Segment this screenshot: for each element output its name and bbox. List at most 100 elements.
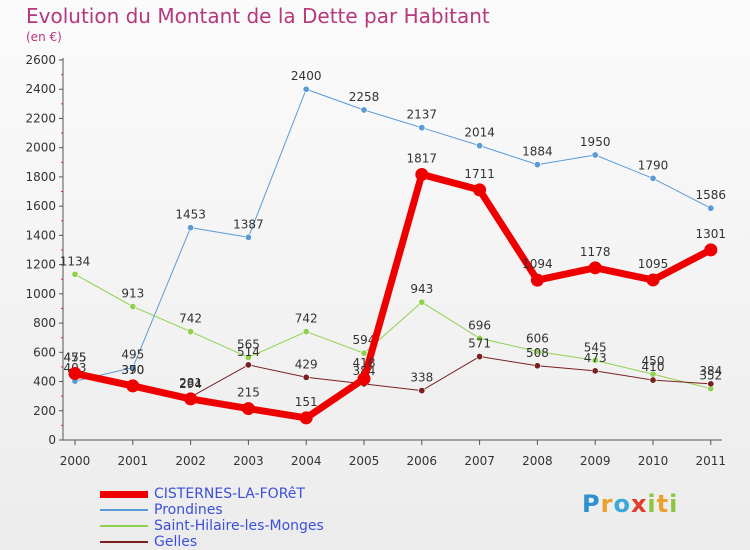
data-point-gelles: [302, 373, 310, 381]
data-point-cisternes-la-for-t: [588, 261, 602, 275]
data-label-saint-hilaire-les-monges: 943: [410, 282, 433, 296]
data-label-cisternes-la-for-t: 418: [353, 356, 376, 370]
x-tick-label: 2004: [291, 454, 322, 468]
legend-item: Gelles: [100, 534, 324, 550]
x-tick-label: 2000: [60, 454, 91, 468]
data-label-saint-hilaire-les-monges: 565: [237, 337, 260, 351]
x-tick-label: 2008: [522, 454, 553, 468]
data-label-saint-hilaire-les-monges: 352: [699, 369, 722, 383]
y-tick-label: 1200: [25, 258, 56, 272]
series-line-saint-hilaire-les-monges: [74, 273, 712, 390]
data-label-saint-hilaire-les-monges: 742: [295, 312, 318, 326]
data-point-cisternes-la-for-t: [241, 402, 255, 416]
x-tick-label: 2009: [580, 454, 611, 468]
data-label-cisternes-la-for-t: 215: [237, 386, 260, 400]
data-point-saint-hilaire-les-monges: [71, 270, 79, 278]
data-label-saint-hilaire-les-monges: 742: [179, 312, 202, 326]
y-tick-label: 600: [33, 345, 56, 359]
data-point-gelles: [244, 361, 252, 369]
legend-item: CISTERNES-LA-FORêT: [100, 486, 324, 502]
series-line-prondines: [74, 88, 712, 382]
data-point-cisternes-la-for-t: [704, 243, 718, 257]
data-point-saint-hilaire-les-monges: [418, 298, 426, 306]
data-label-saint-hilaire-les-monges: 606: [526, 331, 549, 345]
data-point-gelles: [533, 362, 541, 370]
x-tick-label: 2005: [349, 454, 380, 468]
legend-swatch: [100, 525, 148, 527]
data-point-prondines: [129, 364, 137, 372]
data-label-prondines: 1790: [638, 158, 669, 172]
legend: CISTERNES-LA-FORêT Prondines Saint-Hilaire…: [100, 486, 324, 550]
chart-title: Evolution du Montant de la Dette par Hab…: [26, 4, 490, 28]
legend-label: Prondines: [154, 502, 223, 518]
data-label-gelles: 514: [237, 345, 260, 359]
data-label-cisternes-la-for-t: 370: [121, 363, 144, 377]
data-point-cisternes-la-for-t: [415, 167, 429, 181]
unit-label: (en €): [26, 30, 62, 44]
data-point-gelles: [476, 353, 484, 361]
y-tick-label: 200: [33, 404, 56, 418]
data-label-saint-hilaire-les-monges: 545: [584, 340, 607, 354]
x-tick-label: 2002: [175, 454, 206, 468]
y-tick-label: 2000: [25, 141, 56, 155]
x-tick-label: 2001: [118, 454, 149, 468]
data-label-saint-hilaire-les-monges: 696: [468, 318, 491, 332]
data-label-gelles: 473: [584, 351, 607, 365]
legend-item: Saint-Hilaire-les-Monges: [100, 518, 324, 534]
data-label-cisternes-la-for-t: 1094: [522, 257, 553, 271]
data-label-cisternes-la-for-t: 281: [179, 376, 202, 390]
legend-item: Prondines: [100, 502, 324, 518]
data-point-prondines: [187, 224, 195, 232]
data-label-prondines: 2014: [464, 126, 495, 140]
data-label-gelles: 571: [468, 337, 491, 351]
data-point-cisternes-la-for-t: [646, 273, 660, 287]
data-label-cisternes-la-for-t: 1711: [464, 167, 495, 181]
data-point-cisternes-la-for-t: [126, 379, 140, 393]
data-label-prondines: 495: [121, 348, 144, 362]
data-point-prondines: [418, 124, 426, 132]
y-tick-label: 800: [33, 316, 56, 330]
data-label-prondines: 1884: [522, 145, 553, 159]
data-label-prondines: 1950: [580, 135, 611, 149]
data-label-gelles: 294: [179, 377, 202, 391]
data-point-saint-hilaire-les-monges: [533, 347, 541, 355]
data-point-saint-hilaire-les-monges: [476, 334, 484, 342]
data-point-cisternes-la-for-t: [357, 372, 371, 386]
data-label-gelles: 429: [295, 357, 318, 371]
data-label-gelles: 390: [121, 363, 144, 377]
y-tick-label: 2600: [25, 53, 56, 67]
data-label-cisternes-la-for-t: 1301: [696, 227, 727, 241]
data-label-prondines: 2258: [349, 90, 380, 104]
y-tick-label: 1000: [25, 287, 56, 301]
data-point-gelles: [649, 376, 657, 384]
data-point-cisternes-la-for-t: [68, 367, 82, 380]
data-label-saint-hilaire-les-monges: 594: [353, 333, 376, 347]
legend-swatch: [100, 509, 148, 511]
data-label-gelles: 384: [699, 364, 722, 378]
data-point-prondines: [360, 106, 368, 114]
legend-label: Gelles: [154, 534, 198, 550]
y-tick-label: 400: [33, 375, 56, 389]
y-tick-label: 1400: [25, 228, 56, 242]
data-label-saint-hilaire-les-monges: 450: [642, 354, 665, 368]
data-point-prondines: [302, 85, 310, 93]
y-tick-label: 2200: [25, 111, 56, 125]
data-label-saint-hilaire-les-monges: 1134: [60, 254, 91, 268]
data-label-cisternes-la-for-t: 1817: [407, 151, 438, 165]
data-point-saint-hilaire-les-monges: [129, 303, 137, 311]
x-tick-label: 2010: [638, 454, 669, 468]
data-label-prondines: 1586: [696, 188, 727, 202]
x-tick-label: 2003: [233, 454, 264, 468]
data-point-prondines: [591, 151, 599, 159]
data-label-prondines: 2137: [407, 108, 438, 122]
data-point-cisternes-la-for-t: [473, 183, 487, 197]
data-label-gelles: 475: [64, 351, 87, 365]
data-label-gelles: 410: [642, 360, 665, 374]
legend-swatch: [100, 490, 148, 498]
data-point-prondines: [649, 174, 657, 182]
data-point-prondines: [244, 233, 252, 241]
x-tick-label: 2011: [696, 454, 727, 468]
legend-label: Saint-Hilaire-les-Monges: [154, 518, 324, 534]
legend-swatch: [100, 541, 148, 543]
